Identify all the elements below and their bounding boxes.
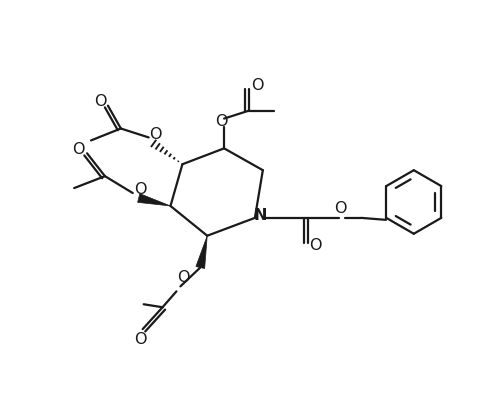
Text: O: O <box>134 181 147 197</box>
Text: O: O <box>177 270 190 285</box>
Text: O: O <box>149 127 162 142</box>
Text: O: O <box>215 114 228 129</box>
Text: N: N <box>253 209 266 223</box>
Text: O: O <box>309 238 322 253</box>
Text: O: O <box>94 94 106 109</box>
Text: O: O <box>252 78 264 93</box>
Polygon shape <box>196 236 207 269</box>
Text: O: O <box>334 201 347 217</box>
Text: O: O <box>134 332 147 347</box>
Text: O: O <box>72 142 84 157</box>
Polygon shape <box>138 194 170 206</box>
